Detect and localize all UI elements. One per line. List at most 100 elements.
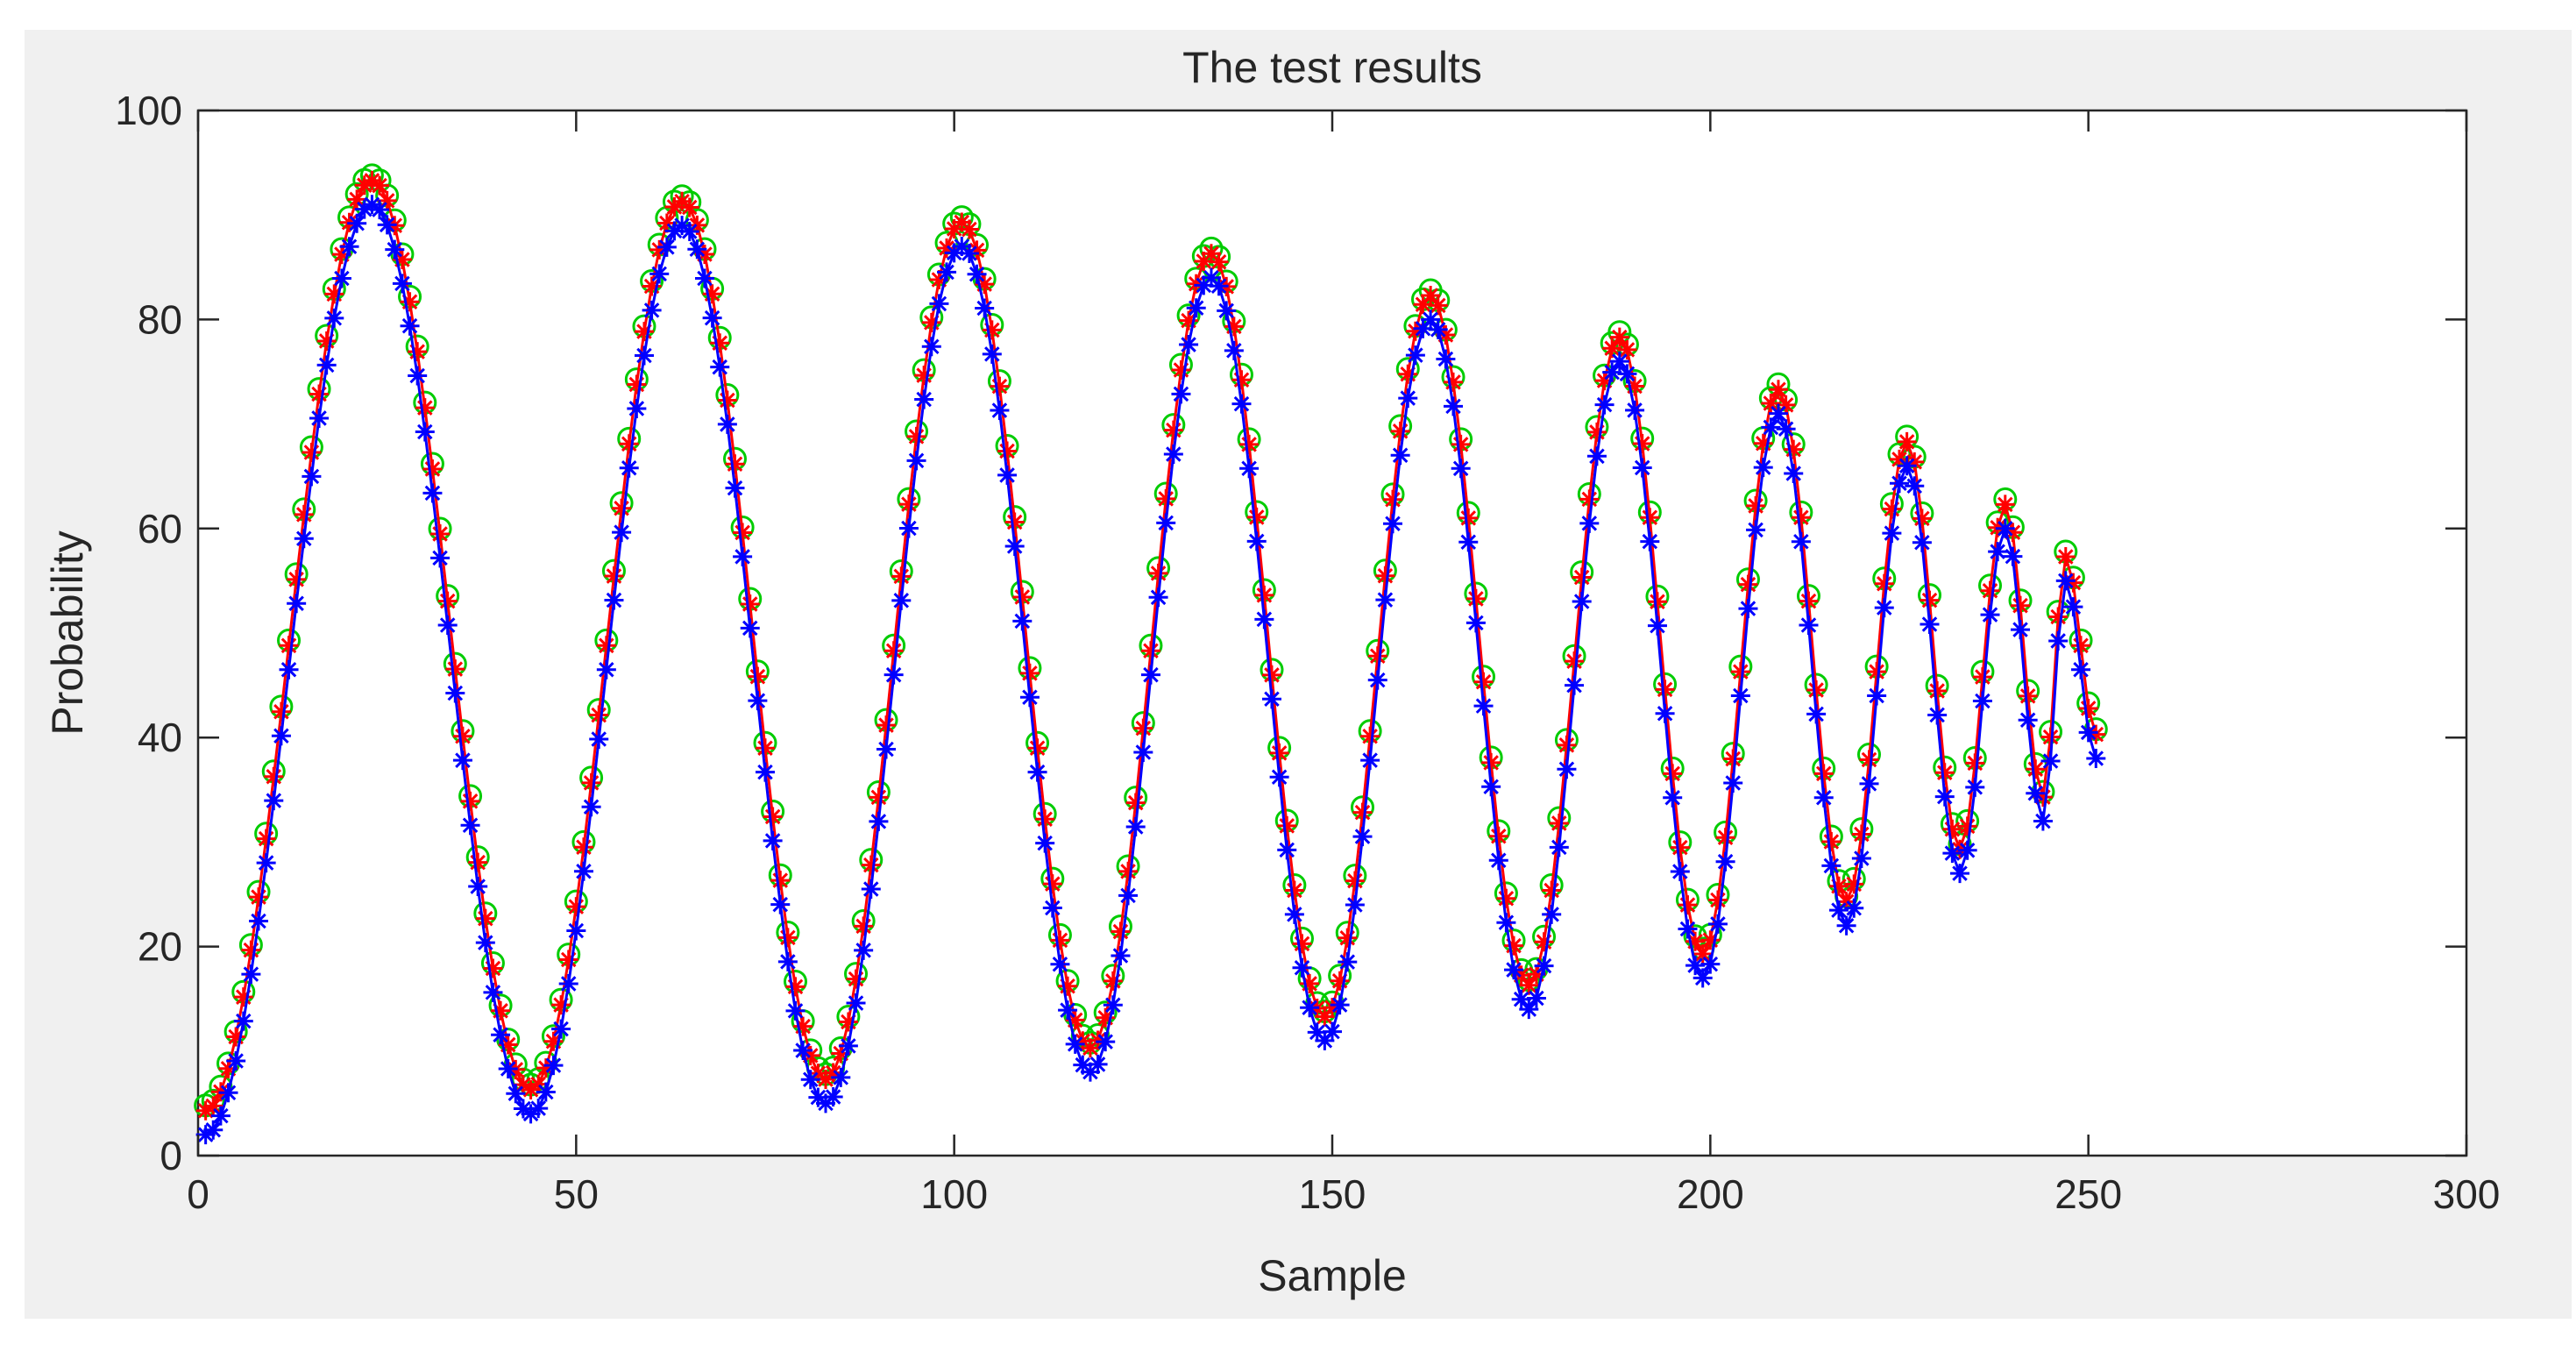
data-point-star [717,414,737,434]
data-point-star [1217,301,1237,321]
data-point-star [1118,886,1139,906]
data-point-star [770,871,791,891]
data-point-star [1390,445,1410,466]
data-point-star [2033,811,2053,831]
data-point-star [1594,371,1614,391]
data-point-star [1504,960,1524,980]
y-tick-label: 80 [138,296,182,342]
data-point-star [1890,473,1909,494]
data-point-star [415,398,435,418]
data-point-star [1828,876,1849,896]
data-point-star [694,268,714,288]
data-point-star [1957,816,1977,836]
data-point-star [2040,727,2061,747]
data-point-star [2040,751,2061,772]
data-point-star [1390,421,1410,441]
data-point-star [1534,956,1554,976]
data-point-star [740,594,760,615]
data-point-star [975,274,995,295]
data-point-star [1526,988,1546,1008]
data-point-star [1315,1030,1335,1050]
data-point-star [521,1079,541,1099]
data-point-star [1224,317,1244,337]
data-point-star [702,308,722,328]
data-point-star [1557,759,1577,779]
data-point-star [763,807,783,827]
data-point-star [324,308,344,328]
data-point-star [1995,495,2015,515]
data-point-star [1723,749,1743,769]
data-point-star [793,1016,813,1036]
data-point-star [649,239,670,260]
data-point-star [710,357,730,377]
data-point-star [195,1125,216,1145]
data-point-star [1806,704,1827,724]
data-point-star [483,982,503,1002]
data-point-star [529,1099,549,1119]
data-point-star [1133,718,1153,738]
data-point-star [1761,394,1781,414]
data-point-star [1995,518,2015,538]
data-point-star [218,1083,238,1103]
data-point-star [937,238,957,259]
data-point-star [1352,827,1373,847]
data-point-star [445,683,465,703]
data-point-star [679,221,699,241]
data-point-star [1444,396,1464,416]
data-point-star [1609,327,1629,347]
data-point-star [1239,434,1260,454]
data-point-star [241,940,261,960]
data-point-star [1957,840,1977,860]
data-point-star [1504,936,1524,956]
data-point-star [1632,434,1652,454]
data-point-star [1813,764,1834,784]
data-point-star [1058,976,1078,996]
data-point-star [1836,915,1856,936]
data-point-star [264,766,284,786]
data-point-star [1594,395,1614,415]
data-point-star [241,964,261,985]
data-point-star [1481,777,1501,797]
data-point-star [1360,726,1380,746]
data-point-star [679,197,699,217]
data-point-star [642,300,662,320]
data-point-star [656,237,677,257]
data-point-star [316,331,337,351]
data-point-star [1617,339,1637,359]
data-point-star [1254,585,1274,605]
data-point-star [543,1056,564,1076]
data-point-star [1194,252,1214,272]
data-point-star [1776,419,1796,439]
data-point-star [664,196,685,217]
data-point-star [967,264,987,284]
data-point-star [997,465,1018,485]
data-point-star [1269,743,1289,763]
data-point-star [1897,431,1917,452]
data-point-star [1088,1030,1108,1050]
data-point-star [1905,452,1925,472]
data-point-star [1338,928,1358,948]
data-point-star [959,243,979,263]
data-point-star [634,345,654,366]
data-point-star [1663,787,1683,808]
data-point-star [1042,874,1062,894]
data-point-star [929,270,949,290]
data-point-star [513,1099,533,1119]
data-point-star [869,811,889,831]
data-point-star [1768,403,1788,423]
data-point-star [1246,531,1267,551]
data-point-star [1465,613,1486,633]
data-point-star [898,518,919,538]
data-point-star [846,969,866,989]
data-point-star [1950,864,1970,884]
data-point-star [1625,400,1645,420]
data-point-star [687,239,707,260]
data-point-star [331,245,351,265]
data-point-star [1261,689,1281,709]
data-point-star [1768,380,1788,400]
data-point-star [1565,675,1585,695]
data-point-star [748,666,768,687]
data-point-star [279,659,299,680]
data-point-star [1844,898,1864,918]
data-point-star [990,401,1010,421]
